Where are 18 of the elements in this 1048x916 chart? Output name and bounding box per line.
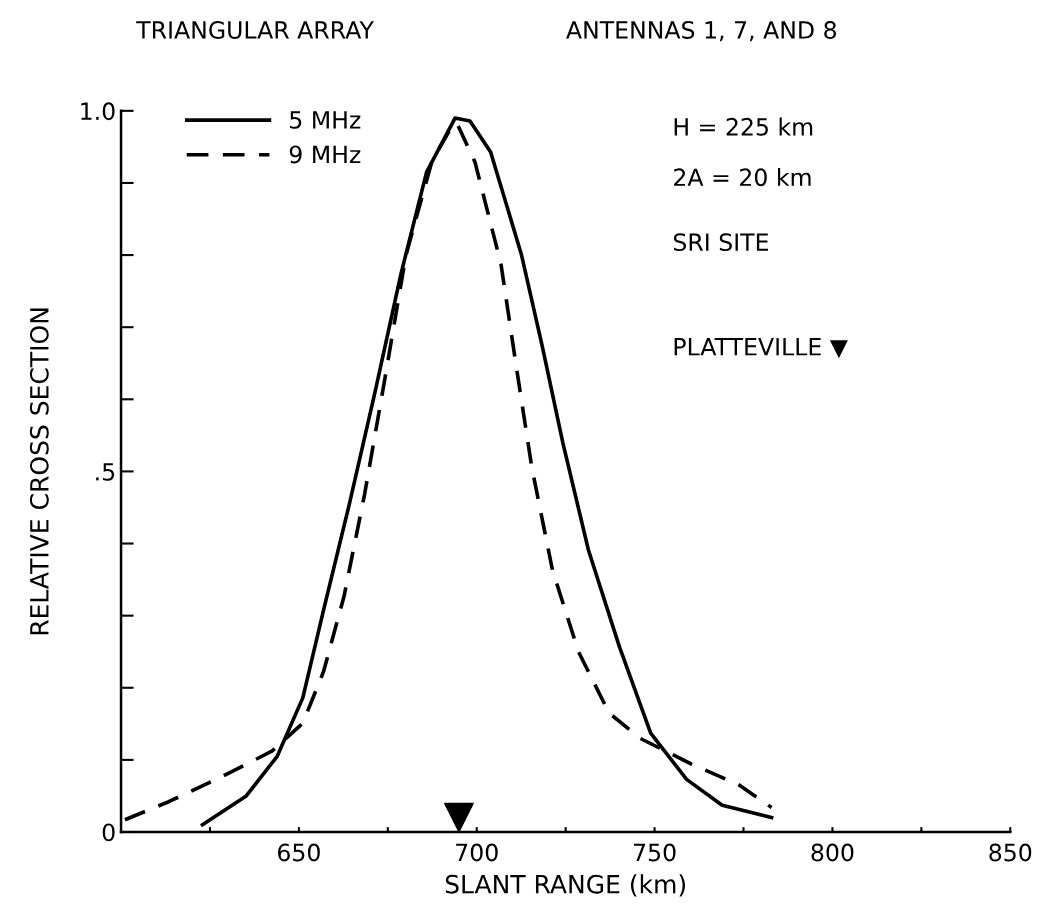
- chart-title: TRIANGULAR ARRAY: [136, 21, 374, 39]
- annotation: 2A = 20 km: [674, 167, 811, 187]
- annotation: PLATTEVILLE ▼: [674, 338, 848, 359]
- chart-subtitle: ANTENNAS 1, 7, AND 8: [566, 21, 837, 42]
- x-axis-title: SLANT RANGE (km): [445, 874, 686, 897]
- legend-label: 5 MHz: [290, 111, 361, 129]
- annotation: SRI SITE: [673, 233, 769, 252]
- y-axis-title: RELATIVE CROSS SECTION: [29, 308, 49, 635]
- x-tick-label: 700: [456, 843, 498, 862]
- y-tick-label: 1.0: [81, 102, 115, 121]
- x-tick-label: 850: [989, 843, 1032, 862]
- y-tick-label: .5: [96, 463, 115, 481]
- x-tick-label: 800: [811, 843, 854, 862]
- y-tick-label: 0: [102, 823, 115, 842]
- annotation: H = 225 km: [674, 117, 813, 136]
- legend-label: 9 MHz: [289, 145, 361, 164]
- x-tick-label: 650: [278, 843, 320, 862]
- x-tick-label: 750: [633, 843, 676, 862]
